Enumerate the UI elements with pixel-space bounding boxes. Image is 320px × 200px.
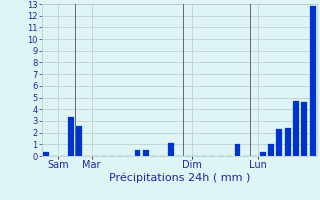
Bar xyxy=(135,150,140,156)
Bar xyxy=(276,129,282,156)
Bar xyxy=(260,152,266,156)
Bar xyxy=(285,128,291,156)
Bar xyxy=(235,144,241,156)
X-axis label: Précipitations 24h ( mm ): Précipitations 24h ( mm ) xyxy=(108,173,250,183)
Bar xyxy=(43,152,49,156)
Bar xyxy=(310,6,316,156)
Bar xyxy=(143,150,149,156)
Bar xyxy=(268,144,274,156)
Bar xyxy=(293,101,299,156)
Bar xyxy=(68,117,74,156)
Bar xyxy=(301,102,307,156)
Bar xyxy=(168,143,174,156)
Bar xyxy=(76,126,82,156)
